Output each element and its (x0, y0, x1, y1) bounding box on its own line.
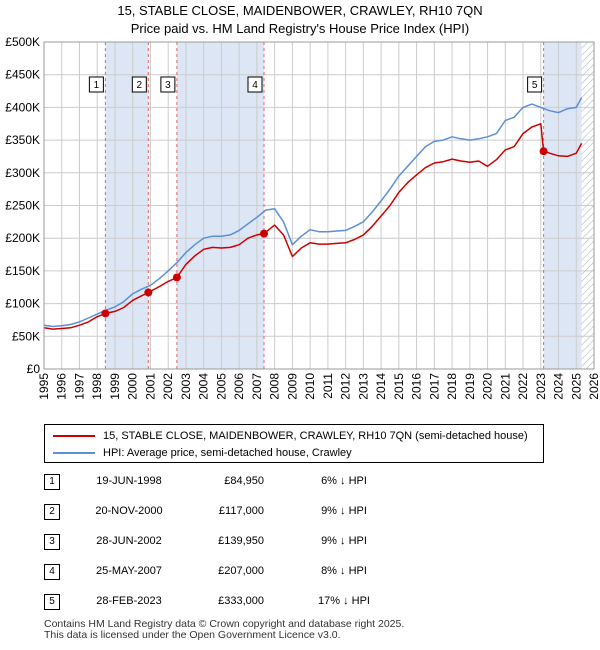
x-tick-label: 2024 (552, 373, 566, 400)
x-tick-label: 2020 (481, 373, 495, 400)
sale-hpi-diff: 9% ↓ HPI (321, 505, 367, 517)
x-tick-label: 2011 (321, 373, 335, 399)
y-tick-label: £300K (5, 166, 40, 180)
chart-legend: 15, STABLE CLOSE, MAIDENBOWER, CRAWLEY, … (44, 424, 544, 463)
footer-attribution: Contains HM Land Registry data © Crown c… (44, 619, 404, 641)
sale-point (144, 288, 153, 297)
y-tick-label: £150K (5, 264, 40, 278)
x-tick-label: 2009 (285, 373, 299, 400)
sale-price: £117,000 (218, 505, 264, 517)
sale-point (101, 309, 110, 318)
x-tick-label: 2026 (587, 373, 600, 400)
y-tick-label: £200K (5, 231, 40, 245)
sale-price: £333,000 (218, 595, 264, 607)
sale-row: 1 19-JUN-1998 £84,950 6% ↓ HPI (44, 470, 464, 494)
y-tick-label: £400K (5, 100, 40, 114)
sale-label-box (160, 76, 176, 93)
x-tick-label: 2019 (463, 373, 477, 400)
title-line-1: 15, STABLE CLOSE, MAIDENBOWER, CRAWLEY, … (117, 3, 483, 18)
sale-label-number: 5 (532, 80, 538, 91)
sale-label-number: 3 (165, 80, 171, 91)
sale-date: 19-JUN-1998 (96, 475, 162, 487)
sale-label-box (131, 76, 147, 93)
hpi-series-line (43, 97, 583, 328)
sale-number-badge: 5 (44, 594, 60, 610)
y-tick-label: £50K (12, 329, 40, 343)
sale-date: 20-NOV-2000 (95, 505, 163, 517)
sale-label-box (247, 76, 263, 93)
sale-label-number: 4 (252, 80, 258, 91)
y-tick-label: £100K (5, 297, 40, 311)
x-tick-label: 2025 (569, 373, 583, 400)
chart-title: 15, STABLE CLOSE, MAIDENBOWER, CRAWLEY, … (0, 2, 600, 38)
x-tick-label: 2003 (179, 373, 193, 400)
sale-point (260, 229, 268, 238)
legend-label-property: 15, STABLE CLOSE, MAIDENBOWER, CRAWLEY, … (103, 430, 528, 442)
x-tick-label: 2014 (374, 373, 388, 400)
y-tick-label: £250K (5, 199, 40, 213)
x-tick-label: 1996 (55, 373, 69, 400)
sale-number-badge: 3 (44, 534, 60, 550)
sale-row: 5 28-FEB-2023 £333,000 17% ↓ HPI (44, 590, 464, 614)
sale-row: 2 20-NOV-2000 £117,000 9% ↓ HPI (44, 500, 464, 524)
sale-point (172, 273, 181, 282)
y-tick-label: £0 (27, 362, 41, 376)
x-tick-label: 2018 (445, 373, 459, 400)
plot-border (43, 41, 595, 370)
x-tick-label: 2010 (303, 373, 317, 400)
sale-price: £207,000 (218, 565, 264, 577)
x-tick-label: 2022 (516, 373, 530, 400)
sale-date: 28-FEB-2023 (96, 595, 162, 607)
sale-date: 28-JUN-2002 (96, 535, 162, 547)
property-series-line (43, 123, 583, 330)
y-tick-label: £450K (5, 68, 40, 82)
x-tick-label: 2008 (268, 373, 282, 400)
y-tick-label: £500K (5, 35, 40, 49)
sale-number-badge: 4 (44, 564, 60, 580)
sale-row: 3 28-JUN-2002 £139,950 9% ↓ HPI (44, 530, 464, 554)
sale-point (539, 147, 548, 156)
sale-hpi-diff: 6% ↓ HPI (321, 475, 367, 487)
x-tick-label: 1995 (37, 373, 51, 400)
sale-label-number: 2 (137, 80, 143, 91)
legend-label-hpi: HPI: Average price, semi-detached house,… (103, 447, 352, 459)
y-tick-label: £350K (5, 133, 40, 147)
sale-price: £139,950 (218, 535, 264, 547)
sale-label-number: 1 (94, 80, 100, 91)
x-tick-label: 2006 (232, 373, 246, 400)
price-chart: 1 2 3 4 5 £0 £50K £100K £150K £200K £250K £300K £350… (5, 35, 600, 400)
x-tick-label: 2007 (250, 373, 264, 400)
x-tick-label: 1998 (90, 373, 104, 400)
x-tick-label: 2015 (392, 373, 406, 400)
x-tick-label: 2017 (427, 373, 441, 400)
x-tick-label: 2004 (197, 373, 211, 400)
sale-date: 25-MAY-2007 (95, 565, 163, 577)
sale-price: £84,950 (224, 475, 264, 487)
x-tick-label: 2001 (143, 373, 157, 400)
sale-hpi-diff: 9% ↓ HPI (321, 535, 367, 547)
sale-number-badge: 1 (44, 474, 60, 490)
sale-label-box (88, 76, 104, 93)
legend-swatch-hpi (53, 452, 95, 454)
title-line-2: Price paid vs. HM Land Registry's House … (130, 21, 470, 36)
x-tick-label: 2023 (534, 373, 548, 400)
x-tick-label: 1999 (108, 373, 122, 400)
x-tick-label: 2005 (214, 373, 228, 400)
legend-swatch-property (53, 435, 95, 437)
sale-label-box (527, 76, 543, 93)
sale-hpi-diff: 17% ↓ HPI (318, 595, 370, 607)
footer-line-1: Contains HM Land Registry data © Crown c… (44, 618, 405, 630)
footer-line-2: This data is licensed under the Open Gov… (44, 629, 341, 641)
x-tick-label: 1997 (72, 373, 86, 400)
sale-hpi-diff: 8% ↓ HPI (321, 565, 367, 577)
x-tick-label: 2000 (126, 373, 140, 400)
x-tick-label: 2002 (161, 373, 175, 400)
x-tick-label: 2012 (339, 373, 353, 400)
sale-row: 4 25-MAY-2007 £207,000 8% ↓ HPI (44, 560, 464, 584)
sale-number-badge: 2 (44, 504, 60, 520)
x-tick-label: 2013 (356, 373, 370, 400)
x-tick-label: 2021 (498, 373, 512, 400)
x-tick-label: 2016 (410, 373, 424, 400)
